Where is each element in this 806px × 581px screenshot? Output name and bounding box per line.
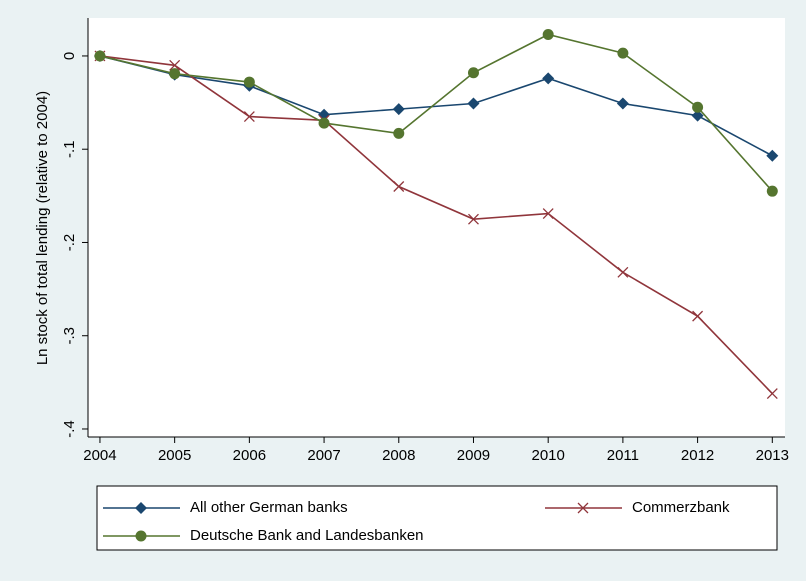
x-tick-label: 2009 <box>457 447 490 464</box>
legend-label: Commerzbank <box>632 499 730 516</box>
marker <box>243 76 255 88</box>
y-axis-title: Ln stock of total lending (relative to 2… <box>34 91 51 365</box>
y-tick-label: -.3 <box>61 327 78 345</box>
legend-label: Deutsche Bank and Landesbanken <box>190 527 424 544</box>
marker <box>766 149 779 162</box>
plot-area <box>88 18 785 437</box>
marker <box>243 111 255 123</box>
marker <box>169 68 181 80</box>
marker <box>766 388 778 400</box>
marker <box>692 310 704 322</box>
x-tick-label: 2004 <box>83 447 116 464</box>
x-tick-label: 2006 <box>233 447 266 464</box>
marker <box>467 67 479 79</box>
x-tick-label: 2012 <box>681 447 714 464</box>
series-line <box>99 55 773 395</box>
series-line <box>99 55 773 157</box>
marker <box>766 185 778 197</box>
marker <box>393 181 405 192</box>
y-tick-label: -.2 <box>61 234 78 252</box>
marker <box>94 50 106 62</box>
series-line <box>99 33 773 192</box>
x-tick-label: 2007 <box>307 447 340 464</box>
marker <box>617 266 629 278</box>
x-tick-label: 2008 <box>382 447 415 464</box>
legend-marker <box>135 502 147 514</box>
x-tick-label: 2011 <box>607 447 639 464</box>
x-tick-label: 2010 <box>531 447 564 464</box>
legend-box <box>96 485 778 551</box>
marker <box>392 103 405 116</box>
legend-label: All other German banks <box>190 499 348 516</box>
y-tick-label: -.1 <box>61 140 78 158</box>
marker <box>393 127 405 139</box>
marker <box>542 72 555 85</box>
x-tick-label: 2005 <box>158 447 191 464</box>
marker <box>691 109 704 122</box>
marker <box>468 213 479 225</box>
marker <box>542 29 554 41</box>
legend-marker <box>135 530 147 542</box>
marker <box>318 117 330 129</box>
marker <box>467 97 480 110</box>
marker <box>692 101 704 113</box>
marker <box>542 208 554 220</box>
legend-marker <box>577 502 589 514</box>
y-tick-label: 0 <box>61 52 78 60</box>
x-tick-label: 2013 <box>756 447 789 464</box>
y-tick-label: -.4 <box>61 420 78 438</box>
marker <box>169 59 181 71</box>
marker <box>617 47 629 59</box>
marker <box>616 97 629 110</box>
